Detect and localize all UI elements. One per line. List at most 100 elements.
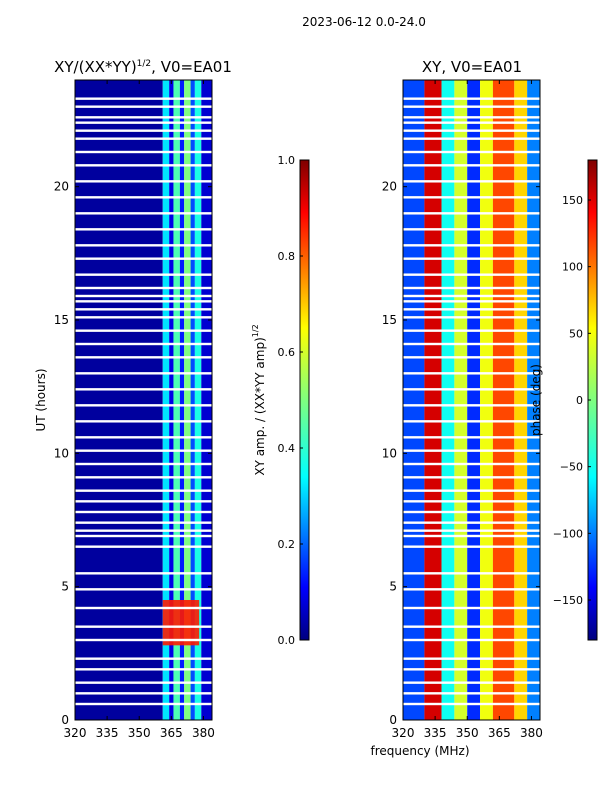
heatmap-band-1: [75, 80, 163, 720]
x-tick-label: 335: [424, 726, 447, 740]
heatmap-band-2: [162, 80, 170, 720]
data-gap: [403, 625, 540, 628]
data-gap: [75, 638, 212, 642]
x-tick-label: 380: [192, 726, 215, 740]
heatmap-band-8: [514, 80, 528, 720]
data-gap: [75, 489, 212, 492]
colorbar2-tick-label: 50: [569, 327, 583, 340]
data-gap: [403, 257, 540, 260]
data-gap: [75, 273, 212, 276]
data-gap: [403, 137, 540, 140]
data-gap: [75, 196, 212, 199]
colorbar1-tick-label: 0.2: [278, 538, 296, 551]
data-gap: [403, 510, 540, 514]
data-gap: [75, 521, 212, 524]
panel-amplitude: XY/(XX*YY)1/2, V0=EA01 320 335 350 365 380 0…: [34, 58, 232, 740]
data-gap: [403, 196, 540, 199]
data-gap: [75, 116, 212, 119]
data-gap: [75, 329, 212, 332]
panel1-xaxis: 320 335 350 365 380: [64, 80, 215, 740]
data-gap: [403, 129, 540, 132]
y-tick-label: 10: [382, 446, 397, 460]
x-tick-label: 320: [64, 726, 87, 740]
x-tick-label: 350: [128, 726, 151, 740]
panel2-yaxis: 0 5 10 15 20: [382, 180, 540, 727]
colorbar1-tick-label: 0.8: [278, 250, 296, 263]
x-tick-label: 380: [520, 726, 543, 740]
panel2-frame: [402, 79, 541, 721]
data-gap: [75, 572, 212, 575]
data-gap: [403, 702, 540, 706]
heatmap-band-3: [441, 80, 455, 720]
data-gap: [403, 121, 540, 124]
panel2-gaps: [403, 97, 540, 706]
colorbar1-tick-label: 0.6: [278, 346, 296, 359]
data-gap: [403, 105, 540, 108]
colorbar1-tick-label: 0.0: [278, 634, 296, 647]
data-gap: [75, 372, 212, 375]
data-gap: [403, 476, 540, 479]
data-gap: [75, 228, 212, 231]
data-gap: [403, 116, 540, 119]
figure-xlabel: frequency (MHz): [370, 744, 469, 758]
data-gap: [75, 462, 212, 466]
y-tick-label: 0: [61, 713, 69, 727]
heatmap-band-5: [467, 80, 481, 720]
y-tick-label: 15: [54, 313, 69, 327]
data-gap: [403, 316, 540, 319]
heatmap-band-9: [527, 80, 540, 720]
data-gap: [403, 657, 540, 660]
data-gap: [403, 588, 540, 591]
data-gap: [75, 606, 212, 610]
data-gap: [75, 316, 212, 319]
data-gap: [75, 388, 212, 391]
data-gap: [403, 294, 540, 298]
data-gap: [403, 244, 540, 247]
colorbar-amplitude: 0.0 0.2 0.4 0.6 0.8 1.0 XY amp. / (XX*YY amp)…: [251, 154, 310, 647]
data-gap: [75, 164, 212, 167]
data-gap: [75, 286, 212, 290]
data-gap: [75, 137, 212, 140]
heatmap-band-1: [403, 80, 425, 720]
data-gap: [75, 476, 212, 479]
panel2-heatmap: [403, 80, 540, 720]
colorbar2-tick-label: 100: [562, 261, 583, 274]
y-tick-label: 15: [382, 313, 397, 327]
data-gap: [75, 129, 212, 132]
panel1-heatmap: [75, 80, 212, 720]
data-gap: [403, 420, 540, 423]
data-gap: [75, 625, 212, 628]
data-gap: [75, 404, 212, 407]
data-gap: [403, 228, 540, 231]
data-gap: [403, 164, 540, 167]
data-gap: [403, 668, 540, 671]
data-gap: [75, 300, 212, 303]
data-gap: [75, 121, 212, 124]
data-gap: [403, 500, 540, 503]
heatmap-band-9: [201, 80, 212, 720]
colorbar2-tick-label: −150: [553, 594, 583, 607]
x-tick-label: 335: [96, 726, 119, 740]
data-gap: [403, 286, 540, 290]
data-gap: [403, 572, 540, 575]
panel1-title: XY/(XX*YY)1/2, V0=EA01: [54, 58, 232, 76]
data-gap: [403, 638, 540, 642]
heatmap-band-5: [179, 80, 185, 720]
data-gap: [75, 294, 212, 298]
data-gap: [75, 97, 212, 100]
data-gap: [75, 534, 212, 538]
colorbar1-label: XY amp. / (XX*YY amp)1/2: [251, 324, 267, 475]
data-gap: [75, 212, 212, 215]
data-gap: [75, 692, 212, 695]
heatmap-band-3: [169, 80, 174, 720]
data-gap: [403, 372, 540, 375]
data-gap: [75, 180, 212, 183]
colorbar1-bar: [299, 159, 310, 641]
panel1-yaxis: 0 5 10 15 20: [54, 180, 212, 727]
data-gap: [75, 436, 212, 439]
data-gap: [403, 529, 540, 532]
data-gap: [75, 356, 212, 359]
data-gap: [403, 273, 540, 276]
colorbar2-tick-label: 150: [562, 194, 583, 207]
